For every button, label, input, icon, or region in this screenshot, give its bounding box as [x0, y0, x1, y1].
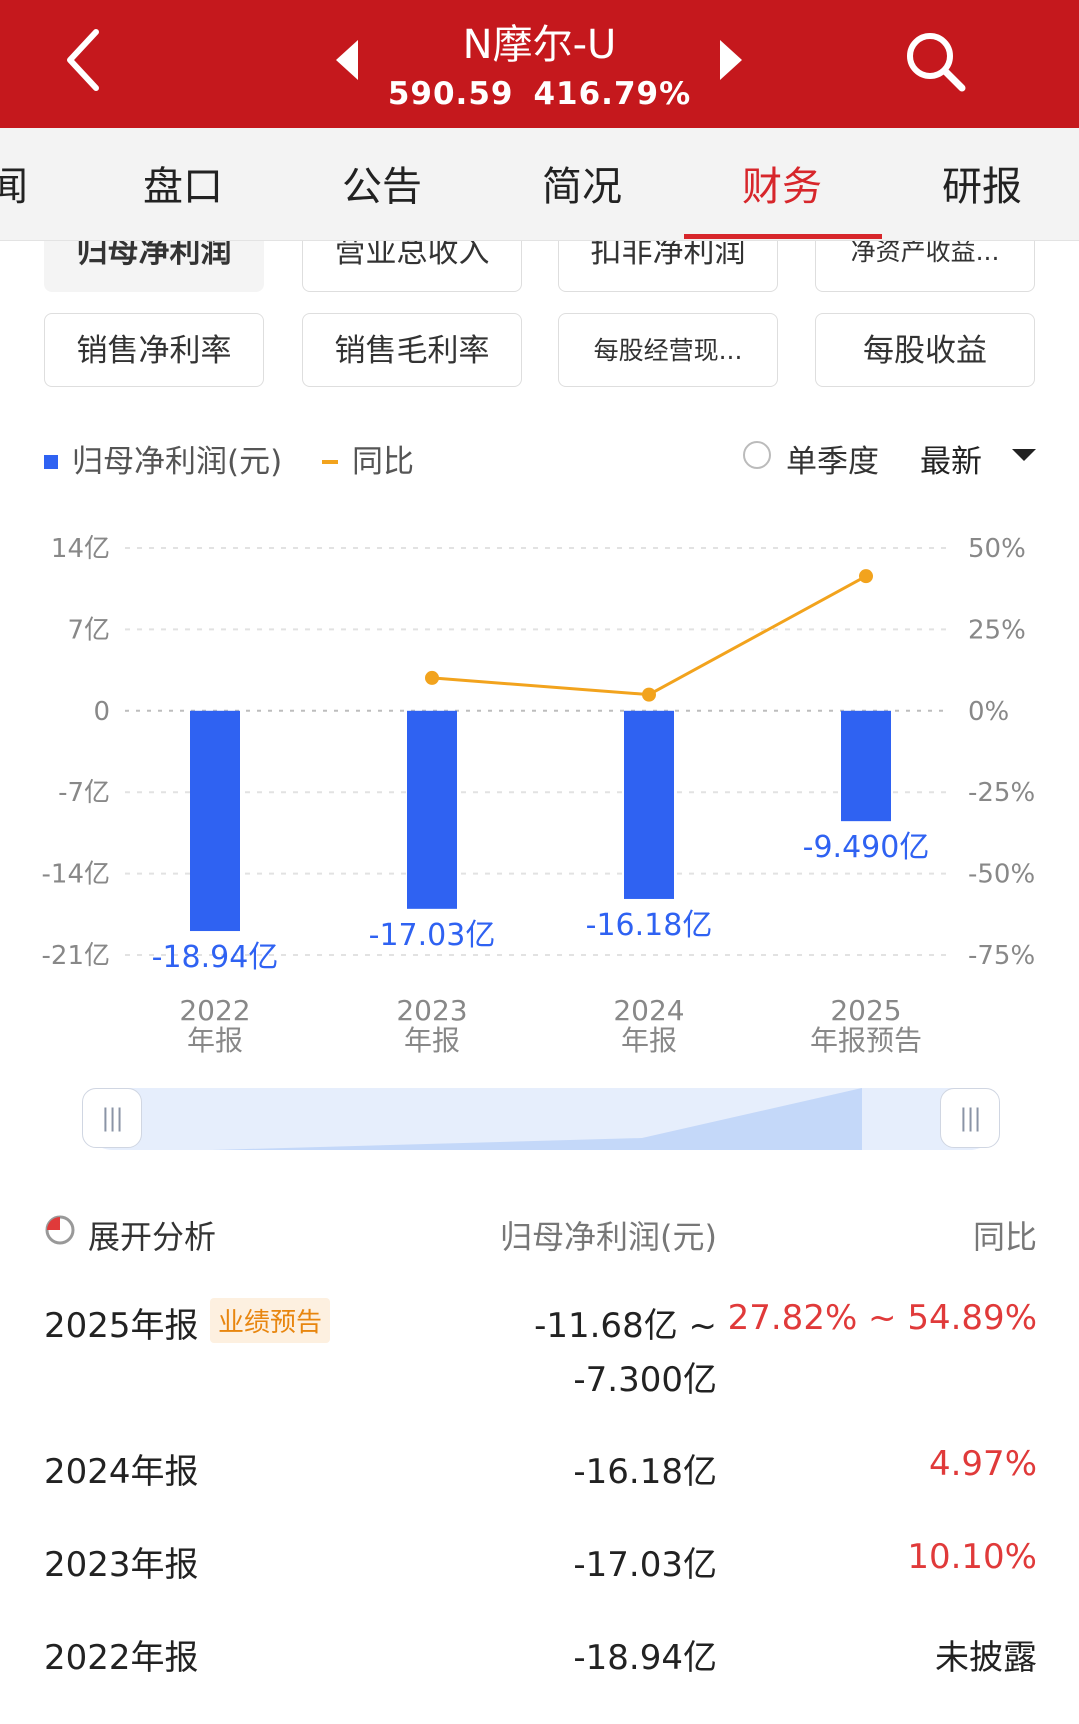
- range-preview-area: [212, 1088, 1000, 1150]
- legend-yoy: 同比: [322, 436, 414, 481]
- row-period-2025: 2025年报: [44, 1306, 199, 1346]
- x-tick-label: 2022: [179, 994, 250, 1027]
- y-left-tick-label: -14亿: [42, 860, 110, 890]
- single-quarter-label[interactable]: 单季度: [786, 444, 879, 480]
- x-tick-label: 年报: [404, 1024, 460, 1057]
- yoy-point: [642, 687, 656, 702]
- range-slider-track[interactable]: [82, 1088, 1000, 1150]
- y-left-tick-label: 14亿: [51, 534, 110, 564]
- chip-gross-margin[interactable]: 销售毛利率: [302, 313, 522, 387]
- tab-quote[interactable]: 盘口: [143, 164, 223, 210]
- orange-line-icon: [322, 460, 338, 464]
- stock-quote: 590.59 416.79%: [0, 76, 1079, 112]
- latest-dropdown[interactable]: 最新: [920, 444, 982, 480]
- forecast-badge: 业绩预告: [210, 1298, 331, 1343]
- y-left-tick-label: 7亿: [67, 615, 110, 645]
- yoy-line: [431, 574, 867, 697]
- column-header-value: 归母净利润(元): [500, 1218, 717, 1256]
- row-value-2024: -16.18亿: [573, 1452, 717, 1492]
- bar: [624, 710, 674, 899]
- y-right-tick-label: -75%: [968, 941, 1035, 971]
- tab-announcements[interactable]: 公告: [342, 164, 422, 210]
- y-left-tick-label: -7亿: [58, 778, 110, 808]
- row-period-2023: 2023年报: [44, 1545, 199, 1585]
- bar-data-label: -17.03亿: [369, 918, 496, 953]
- bar-data-label: -9.490亿: [803, 830, 930, 865]
- y-right-tick-label: -50%: [968, 860, 1035, 890]
- slider-right-handle[interactable]: |||: [940, 1088, 1000, 1148]
- row-yoy-2023: 10.10%: [907, 1537, 1037, 1577]
- bar-data-label: -18.94亿: [152, 940, 279, 975]
- search-icon[interactable]: [900, 26, 970, 96]
- yoy-point: [425, 670, 439, 685]
- dropdown-caret-icon[interactable]: [1012, 449, 1036, 461]
- legend-net-profit: 归母净利润(元): [44, 436, 282, 481]
- row-yoy-2024: 4.97%: [928, 1444, 1037, 1484]
- x-tick-label: 年报预告: [810, 1024, 922, 1057]
- blue-square-icon: [44, 454, 58, 469]
- y-right-tick-label: 50%: [968, 534, 1026, 564]
- row-value-2025-line2: -7.300亿: [573, 1360, 717, 1400]
- chip-net-margin[interactable]: 销售净利率: [44, 313, 264, 387]
- y-right-tick-label: 0%: [968, 697, 1009, 727]
- x-tick-label: 2024: [613, 994, 684, 1027]
- stock-change-pct: 416.79%: [533, 76, 692, 112]
- yoy-point: [859, 569, 873, 584]
- back-arrow-icon[interactable]: [60, 20, 120, 100]
- row-yoy-2022: 未披露: [935, 1638, 1037, 1678]
- y-left-tick-label: 0: [93, 697, 110, 727]
- row-value-2022: -18.94亿: [573, 1638, 717, 1678]
- chip-operating-cashflow-per-share[interactable]: 每股经营现...: [558, 313, 778, 387]
- pie-chart-icon[interactable]: [44, 1214, 76, 1246]
- x-tick-label: 2023: [396, 994, 467, 1027]
- bar-data-label: -16.18亿: [586, 908, 713, 943]
- y-left-tick-label: -21亿: [42, 941, 110, 971]
- tab-news[interactable]: 闻: [0, 164, 28, 210]
- x-tick-label: 年报: [187, 1024, 243, 1057]
- legend-net-profit-label: 归母净利润(元): [72, 444, 283, 480]
- chip-eps[interactable]: 每股收益: [815, 313, 1035, 387]
- previous-stock-icon[interactable]: [336, 40, 358, 80]
- column-header-yoy: 同比: [972, 1218, 1037, 1256]
- net-profit-chart: 14亿 50% 7亿 25% 0 0% -7亿 -25% -14亿 -50% -21亿 -75% -18…: [42, 534, 1036, 1057]
- chip-total-revenue[interactable]: 营业总收入: [302, 210, 522, 292]
- y-right-tick-label: 25%: [968, 615, 1026, 645]
- row-period-2024: 2024年报: [44, 1452, 199, 1492]
- stock-price: 590.59: [387, 76, 514, 112]
- y-right-tick-label: -25%: [968, 778, 1035, 808]
- row-period-2022: 2022年报: [44, 1638, 199, 1678]
- bar: [407, 710, 457, 909]
- row-yoy-2025: 27.82% ~ 54.89%: [727, 1298, 1037, 1338]
- slider-left-handle[interactable]: |||: [82, 1088, 142, 1148]
- tab-finance[interactable]: 财务: [742, 164, 822, 210]
- next-stock-icon[interactable]: [720, 40, 742, 80]
- chip-net-profit[interactable]: 归母净利润: [44, 210, 264, 292]
- legend-yoy-label: 同比: [352, 444, 414, 480]
- x-tick-label: 年报: [621, 1024, 677, 1057]
- row-value-2023: -17.03亿: [573, 1545, 717, 1585]
- single-quarter-radio-icon[interactable]: [743, 441, 771, 469]
- tab-overview[interactable]: 简况: [542, 164, 622, 210]
- bar: [190, 710, 240, 932]
- expand-analysis-label[interactable]: 展开分析: [88, 1218, 217, 1256]
- row-value-2025-line1: -11.68亿 ~: [534, 1306, 717, 1346]
- tab-research[interactable]: 研报: [942, 164, 1022, 210]
- chip-roe[interactable]: 净资产收益...: [815, 210, 1035, 292]
- stock-name: N摩尔-U: [462, 22, 617, 68]
- app-header: N摩尔-U 590.59 416.79%: [0, 0, 1079, 128]
- bar: [841, 710, 891, 822]
- chip-deducted-net-profit[interactable]: 扣非净利润: [558, 210, 778, 292]
- x-tick-label: 2025: [830, 994, 901, 1027]
